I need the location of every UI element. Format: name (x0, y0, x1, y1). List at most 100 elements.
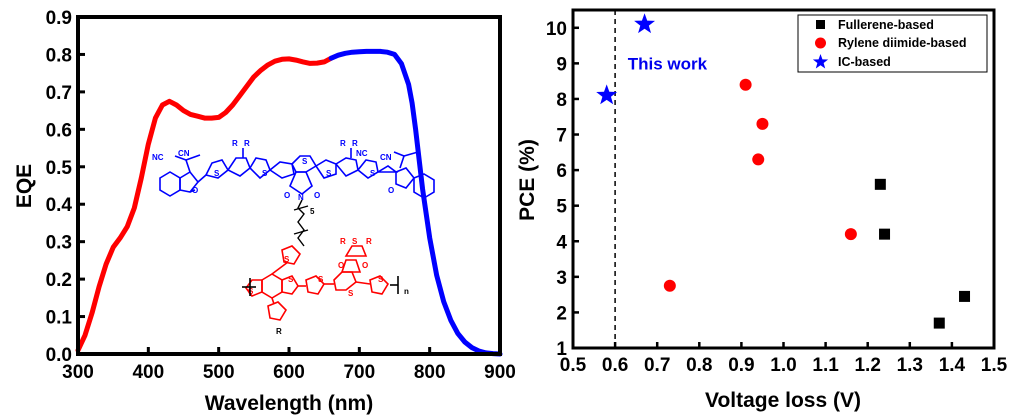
legend-label: IC-based (838, 55, 891, 69)
atom-label: S (318, 275, 324, 284)
atom-label: O (192, 186, 198, 195)
y-tick-label: 0.0 (46, 345, 72, 366)
fullerene-point (959, 290, 971, 302)
atom-label: O (284, 191, 290, 200)
eqe-x-axis-title: Wavelength (nm) (205, 392, 373, 415)
pce-axis-ticks: 0.5 0.6 0.7 0.8 0.9 1.0 1.1 1.2 1.3 1.4 1.5 1 2 3 4 5 6 7… (546, 19, 1008, 376)
y-tick-label: 0.8 (46, 45, 72, 66)
x-tick-label: 500 (203, 362, 235, 383)
atom-label: R (276, 327, 282, 336)
atom-label: S (348, 289, 354, 298)
legend-item-rylene: Rylene diimide-based (815, 36, 967, 50)
rylene-point (844, 228, 857, 241)
molecule-structure-illustration: NC CN R R S S S R R S S NC CN O O N O O (152, 139, 435, 336)
acceptor-structure (159, 148, 435, 199)
eqe-series-line-0 (75, 55, 334, 353)
legend: Fullerene-based Rylene diimide-based IC-… (797, 14, 988, 73)
eqe-series-line-1 (328, 48, 503, 357)
y-tick-label: 2 (556, 303, 567, 324)
fullerene-point (933, 317, 945, 329)
atom-label: R (340, 139, 346, 148)
x-tick-label: 1.3 (897, 355, 923, 376)
x-tick-label: 0.7 (644, 355, 670, 376)
alkyl-linker (293, 199, 309, 247)
y-tick-label: 4 (556, 232, 567, 253)
y-tick-label: 3 (556, 268, 567, 289)
atom-label: R (244, 139, 250, 148)
square-marker-icon (816, 20, 825, 29)
atom-label: O (338, 261, 344, 270)
y-tick-label: 6 (556, 161, 567, 182)
rylene-point (739, 78, 752, 91)
legend-item-fullerene: Fullerene-based (816, 18, 934, 32)
rylene-point (752, 153, 765, 166)
eqe-y-axis-title: EQE (13, 164, 36, 208)
x-tick-label: 0.9 (728, 355, 754, 376)
atom-label: S (352, 237, 358, 246)
y-tick-label: 5 (556, 197, 567, 218)
atom-label: S (214, 169, 220, 178)
ic-point (634, 13, 656, 34)
atom-label: S (370, 169, 376, 178)
donor-atom-labels: S S S S R S R O O S S R n (248, 237, 409, 336)
circle-marker-icon (815, 37, 826, 49)
atom-label: n (404, 287, 409, 296)
y-tick-label: 0.7 (46, 83, 72, 104)
x-tick-label: 1.4 (939, 355, 966, 376)
atom-label: N (298, 193, 304, 202)
atom-label: R (340, 237, 346, 246)
polymer-brackets (242, 276, 399, 296)
y-tick-label: 10 (546, 19, 567, 40)
atom-label: S (378, 275, 384, 284)
star-marker-icon (812, 54, 829, 69)
x-tick-label: 800 (414, 362, 446, 383)
atom-label: NC (152, 153, 164, 162)
atom-label: R (232, 139, 238, 148)
fullerene-point (874, 178, 886, 190)
atom-label: S (284, 255, 290, 264)
rylene-point (756, 117, 769, 130)
x-tick-label: 300 (62, 362, 94, 383)
legend-label: Fullerene-based (838, 18, 934, 32)
rylene-point (663, 279, 676, 292)
x-tick-label: 1.1 (812, 355, 839, 376)
y-tick-label: 0.6 (46, 120, 72, 141)
pce-y-axis-title: PCE (%) (516, 139, 539, 221)
eqe-axis-ticks: 300 400 500 600 700 800 900 0.0 0.1 0.2 0.3 0.4 0.5 0… (46, 8, 516, 383)
pce-chart: This work 0.5 0.6 0.7 0.8 0.9 1.0 1.1 1.2 1.3 1.4… (516, 8, 1008, 412)
donor-structure (245, 245, 390, 321)
x-tick-label: 400 (132, 362, 164, 383)
atom-label: S (262, 169, 268, 178)
x-tick-label: 1.5 (981, 355, 1008, 376)
acceptor-atom-labels: NC CN R R S S S R R S S NC CN O O N O O (152, 139, 394, 202)
fullerene-point (879, 228, 891, 240)
atom-label: S (302, 157, 308, 166)
atom-label: CN (178, 149, 190, 158)
y-tick-label: 1 (556, 339, 567, 360)
y-tick-label: 0.9 (46, 8, 72, 29)
y-tick-label: 0.5 (46, 158, 73, 179)
atom-label: O (314, 191, 320, 200)
y-tick-label: 0.1 (46, 308, 73, 329)
atom-label: S (288, 275, 294, 284)
atom-label: R (366, 237, 372, 246)
x-tick-label: 0.6 (602, 355, 628, 376)
atom-label: O (362, 261, 368, 270)
y-tick-label: 0.2 (46, 270, 72, 291)
y-tick-label: 7 (556, 126, 567, 147)
x-tick-label: 0.5 (560, 355, 587, 376)
y-tick-label: 0.4 (46, 195, 73, 216)
pce-x-axis-title: Voltage loss (V) (705, 389, 861, 412)
legend-item-ic: IC-based (812, 54, 891, 69)
atom-label: S (326, 169, 332, 178)
atom-label: O (388, 186, 394, 195)
x-tick-label: 600 (273, 362, 305, 383)
this-work-annotation: This work (628, 54, 708, 73)
eqe-curves (75, 48, 503, 357)
legend-box (797, 14, 988, 73)
atom-label: CN (380, 153, 392, 162)
x-tick-label: 0.8 (686, 355, 712, 376)
x-tick-label: 700 (343, 362, 375, 383)
x-tick-label: 1.0 (770, 355, 796, 376)
